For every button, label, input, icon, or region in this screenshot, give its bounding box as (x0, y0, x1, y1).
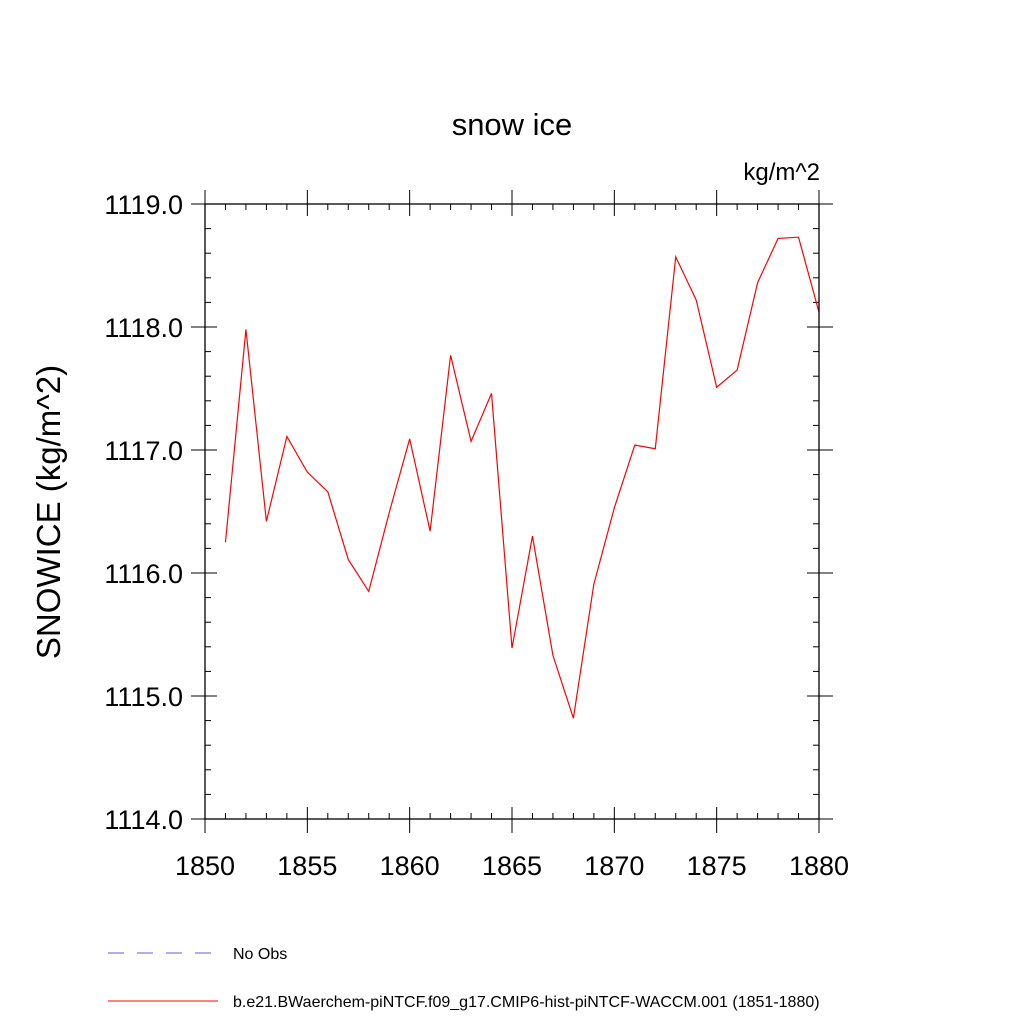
plot-frame (204, 203, 820, 820)
x-tick-label: 1875 (687, 851, 747, 881)
axis-ticks (191, 190, 833, 833)
legend-label: b.e21.BWaerchem-piNTCF.f09_g17.CMIP6-his… (233, 994, 820, 1011)
x-tick-label: 1855 (277, 851, 337, 881)
y-tick-label: 1115.0 (104, 682, 183, 712)
x-tick-label: 1870 (584, 851, 644, 881)
series-line (224, 236, 820, 719)
x-tick-label: 1865 (482, 851, 542, 881)
legend: No Obs b.e21.BWaerchem-piNTCF.f09_g17.CMI… (108, 946, 820, 1011)
y-tick-labels: 1114.0 1115.0 1116.0 1117.0 1118.0 1119.0 (104, 190, 183, 835)
series-layer (224, 236, 820, 719)
legend-label: No Obs (233, 946, 287, 963)
x-tick-label: 1850 (175, 851, 235, 881)
chart-title: snow ice (452, 107, 573, 142)
y-tick-label: 1114.0 (104, 805, 183, 835)
x-tick-labels: 1850 1855 1860 1865 1870 1875 1880 (175, 851, 849, 881)
y-tick-label: 1117.0 (104, 436, 183, 466)
units-label: kg/m^2 (743, 159, 820, 186)
x-tick-label: 1860 (380, 851, 440, 881)
x-tick-label: 1880 (789, 851, 849, 881)
y-tick-label: 1116.0 (104, 559, 183, 589)
y-axis-label: SNOWICE (kg/m^2) (30, 365, 67, 659)
y-tick-label: 1119.0 (104, 190, 183, 220)
y-tick-label: 1118.0 (104, 313, 183, 343)
